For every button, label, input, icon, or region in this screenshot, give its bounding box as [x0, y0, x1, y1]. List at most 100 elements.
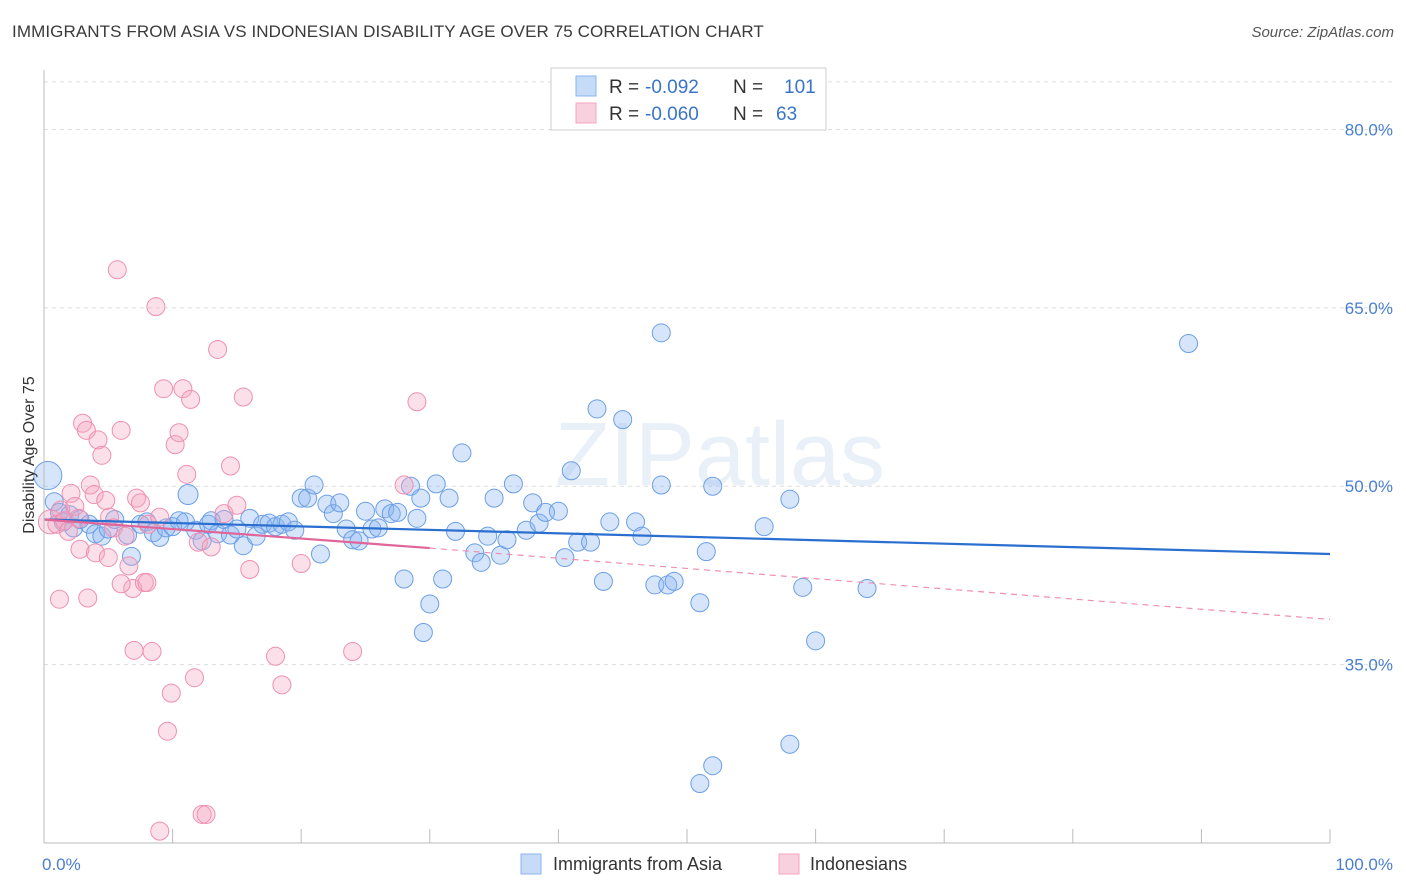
legend-n-label-1: N =	[733, 77, 763, 98]
indonesian-point	[208, 339, 228, 359]
asia-point	[33, 461, 63, 491]
indonesian-point	[201, 537, 221, 557]
asia-point	[310, 544, 330, 564]
asia-point	[857, 579, 877, 599]
legend-box: R = -0.092 N = 101 R = -0.060 N = 63	[550, 67, 827, 131]
indonesian-point	[115, 526, 135, 546]
indonesian-point	[111, 420, 131, 440]
asia-point	[381, 504, 401, 524]
asia-point	[407, 508, 427, 528]
asia-point	[1179, 334, 1199, 354]
indonesian-point	[92, 445, 112, 465]
x-tick-label: 100.0%	[1335, 855, 1393, 874]
asia-point	[664, 571, 684, 591]
asia-point	[484, 488, 504, 508]
asia-point	[780, 734, 800, 754]
asia-point	[304, 475, 324, 495]
indonesian-point	[119, 556, 139, 576]
asia-point	[613, 410, 633, 430]
legend-r-label-1: R =	[609, 77, 639, 98]
asia-point	[703, 756, 723, 776]
indonesian-point	[80, 475, 100, 495]
y-tick-label: 35.0%	[1345, 656, 1393, 675]
indonesian-point	[137, 573, 157, 593]
asia-point	[503, 474, 523, 494]
asia-point	[439, 488, 459, 508]
indonesian-point	[169, 423, 189, 443]
indonesian-point	[88, 430, 108, 450]
legend-r-label-2: R =	[609, 104, 639, 125]
asia-point	[411, 488, 431, 508]
bottom-legend-label-asia: Immigrants from Asia	[553, 854, 723, 874]
asia-point	[587, 399, 607, 419]
asia-point	[349, 531, 369, 551]
indonesian-point	[188, 532, 208, 552]
asia-point	[336, 519, 356, 539]
asia-point	[388, 502, 408, 522]
indonesian-point	[111, 574, 131, 594]
asia-point	[651, 323, 671, 343]
asia-point	[478, 526, 498, 546]
source-credit: Source: ZipAtlas.com	[1251, 24, 1394, 41]
indonesian-point	[154, 379, 174, 399]
legend-r-value-1: -0.092	[645, 77, 699, 98]
indonesian-point	[49, 589, 69, 609]
watermark: ZIPatlas	[555, 405, 885, 505]
indonesian-point	[220, 456, 240, 476]
asia-point	[394, 569, 414, 589]
asia-point	[240, 508, 260, 528]
indonesian-point	[98, 548, 118, 568]
indonesian-point	[177, 464, 197, 484]
asia-point	[600, 512, 620, 532]
indonesian-point	[130, 493, 150, 513]
asia-point	[323, 504, 343, 524]
indonesian-point	[343, 642, 363, 662]
bottom-legend-label-indonesians: Indonesians	[810, 854, 907, 874]
legend-n-label-2: N =	[733, 104, 763, 125]
asia-point	[703, 476, 723, 496]
legend-n-value-1: 101	[784, 77, 816, 98]
indonesian-point	[123, 579, 143, 599]
indonesian-point	[227, 495, 247, 515]
asia-point	[523, 493, 543, 513]
indonesian-point	[96, 491, 116, 511]
legend-swatch-asia	[575, 75, 597, 97]
indonesian-point	[107, 260, 127, 280]
legend-r-value-2: -0.060	[645, 104, 699, 125]
chart-title: IMMIGRANTS FROM ASIA VS INDONESIAN DISAB…	[12, 22, 764, 41]
indonesian-point	[84, 485, 104, 505]
indonesian-point	[272, 675, 292, 695]
indonesian-point	[233, 387, 253, 407]
y-axis-label: Disability Age Over 75	[21, 376, 38, 534]
asia-point	[581, 532, 601, 552]
bottom-legend-swatch-asia	[520, 853, 542, 875]
indonesian-trend-line	[43, 518, 430, 550]
indonesian-point	[138, 514, 158, 534]
bottom-legend-swatch-indonesians	[778, 853, 800, 875]
trend-lines	[43, 518, 1331, 621]
y-tick-label: 50.0%	[1345, 477, 1393, 496]
indonesian-trend-extension	[429, 547, 1331, 621]
indonesian-point	[173, 379, 193, 399]
asia-point	[690, 593, 710, 613]
asia-point	[754, 517, 774, 537]
indonesian-point	[265, 646, 285, 666]
axes: 35.0% 50.0% 65.0% 80.0% 0.0% 100.0%	[42, 70, 1393, 874]
legend-n-value-2: 63	[776, 104, 797, 125]
indonesian-point	[85, 543, 105, 563]
asia-point	[548, 501, 568, 521]
asia-point	[626, 512, 646, 532]
asia-point	[806, 631, 826, 651]
indonesian-point	[394, 475, 414, 495]
x-tick-label: 0.0%	[42, 855, 81, 874]
asia-point	[696, 542, 716, 562]
indonesian-point	[184, 668, 204, 688]
indonesian-point	[291, 554, 311, 574]
asia-point	[780, 489, 800, 509]
asia-point	[177, 484, 199, 506]
y-tick-label: 80.0%	[1345, 120, 1393, 139]
asia-trend-line	[43, 518, 1331, 556]
asia-point	[793, 577, 813, 597]
legend-swatch-indonesians	[575, 102, 597, 124]
